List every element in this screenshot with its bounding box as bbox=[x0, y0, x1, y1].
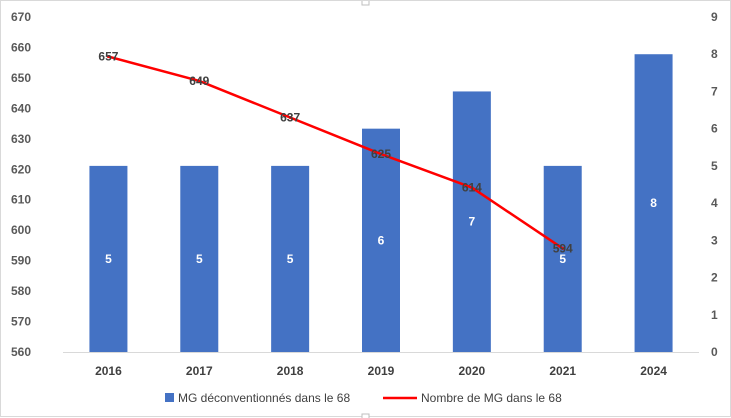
bar-value-label: 5 bbox=[559, 252, 566, 266]
legend-label-line: Nombre de MG dans le 68 bbox=[421, 391, 562, 405]
x-tick-label: 2019 bbox=[368, 364, 395, 378]
y-left-tick-label: 610 bbox=[11, 193, 31, 207]
y-left-tick-label: 620 bbox=[11, 162, 31, 176]
bar-value-label: 7 bbox=[469, 215, 476, 229]
line-point bbox=[470, 186, 474, 190]
x-tick-label: 2020 bbox=[459, 364, 486, 378]
y-right-tick-label: 9 bbox=[711, 10, 718, 24]
line-series bbox=[108, 55, 564, 250]
x-tick-label: 2017 bbox=[186, 364, 213, 378]
y-left-tick-label: 570 bbox=[11, 315, 31, 329]
resize-handle-top[interactable] bbox=[361, 1, 370, 6]
line-point bbox=[106, 55, 110, 59]
bar-value-label: 5 bbox=[196, 252, 203, 266]
x-tick-label: 2016 bbox=[95, 364, 122, 378]
y-right-tick-label: 5 bbox=[711, 159, 718, 173]
line-value-label: 614 bbox=[462, 181, 482, 195]
bar bbox=[634, 54, 673, 352]
line-value-label: 637 bbox=[280, 111, 300, 125]
line-point bbox=[288, 116, 292, 119]
y-right-tick-label: 8 bbox=[711, 47, 718, 61]
y-left-tick-label: 670 bbox=[11, 10, 31, 24]
y-right-tick-label: 7 bbox=[711, 84, 718, 98]
y-left-tick-label: 650 bbox=[11, 71, 31, 85]
y-left-tick-label: 630 bbox=[11, 132, 31, 146]
y-left-tick-label: 560 bbox=[11, 345, 31, 359]
y-right-tick-label: 3 bbox=[711, 233, 718, 247]
y-right-tick-label: 6 bbox=[711, 122, 718, 136]
y-right-tick-label: 0 bbox=[711, 345, 718, 359]
x-tick-label: 2018 bbox=[277, 364, 304, 378]
line-point bbox=[197, 79, 201, 83]
line-value-label: 625 bbox=[371, 147, 391, 161]
y-right-tick-label: 4 bbox=[711, 196, 718, 210]
bar-value-label: 5 bbox=[105, 252, 112, 266]
bar bbox=[89, 165, 128, 352]
bar-value-label: 6 bbox=[378, 233, 385, 247]
bar bbox=[452, 91, 491, 352]
line-point bbox=[379, 152, 383, 156]
y-left-tick-label: 600 bbox=[11, 223, 31, 237]
y-right-tick-label: 1 bbox=[711, 308, 718, 322]
y-left-tick-label: 590 bbox=[11, 254, 31, 268]
line-value-label: 649 bbox=[189, 74, 209, 88]
resize-handle-bottom[interactable] bbox=[361, 413, 370, 418]
bar-value-label: 5 bbox=[287, 252, 294, 266]
line-value-label: 657 bbox=[98, 50, 118, 64]
y-right-tick-label: 2 bbox=[711, 271, 718, 285]
bar bbox=[271, 165, 310, 352]
bar bbox=[180, 165, 219, 352]
x-tick-label: 2021 bbox=[549, 364, 576, 378]
bar-value-label: 8 bbox=[650, 196, 657, 210]
bar bbox=[543, 165, 582, 352]
legend-label-bar: MG déconventionnés dans le 68 bbox=[178, 391, 350, 405]
x-tick-label: 2024 bbox=[640, 364, 667, 378]
y-left-tick-label: 640 bbox=[11, 101, 31, 115]
line-point bbox=[561, 246, 565, 250]
bar bbox=[362, 128, 400, 352]
y-left-tick-label: 580 bbox=[11, 284, 31, 298]
legend-swatch-bar bbox=[165, 393, 174, 402]
y-left-tick-label: 660 bbox=[11, 40, 31, 54]
line-value-label: 594 bbox=[553, 241, 573, 255]
